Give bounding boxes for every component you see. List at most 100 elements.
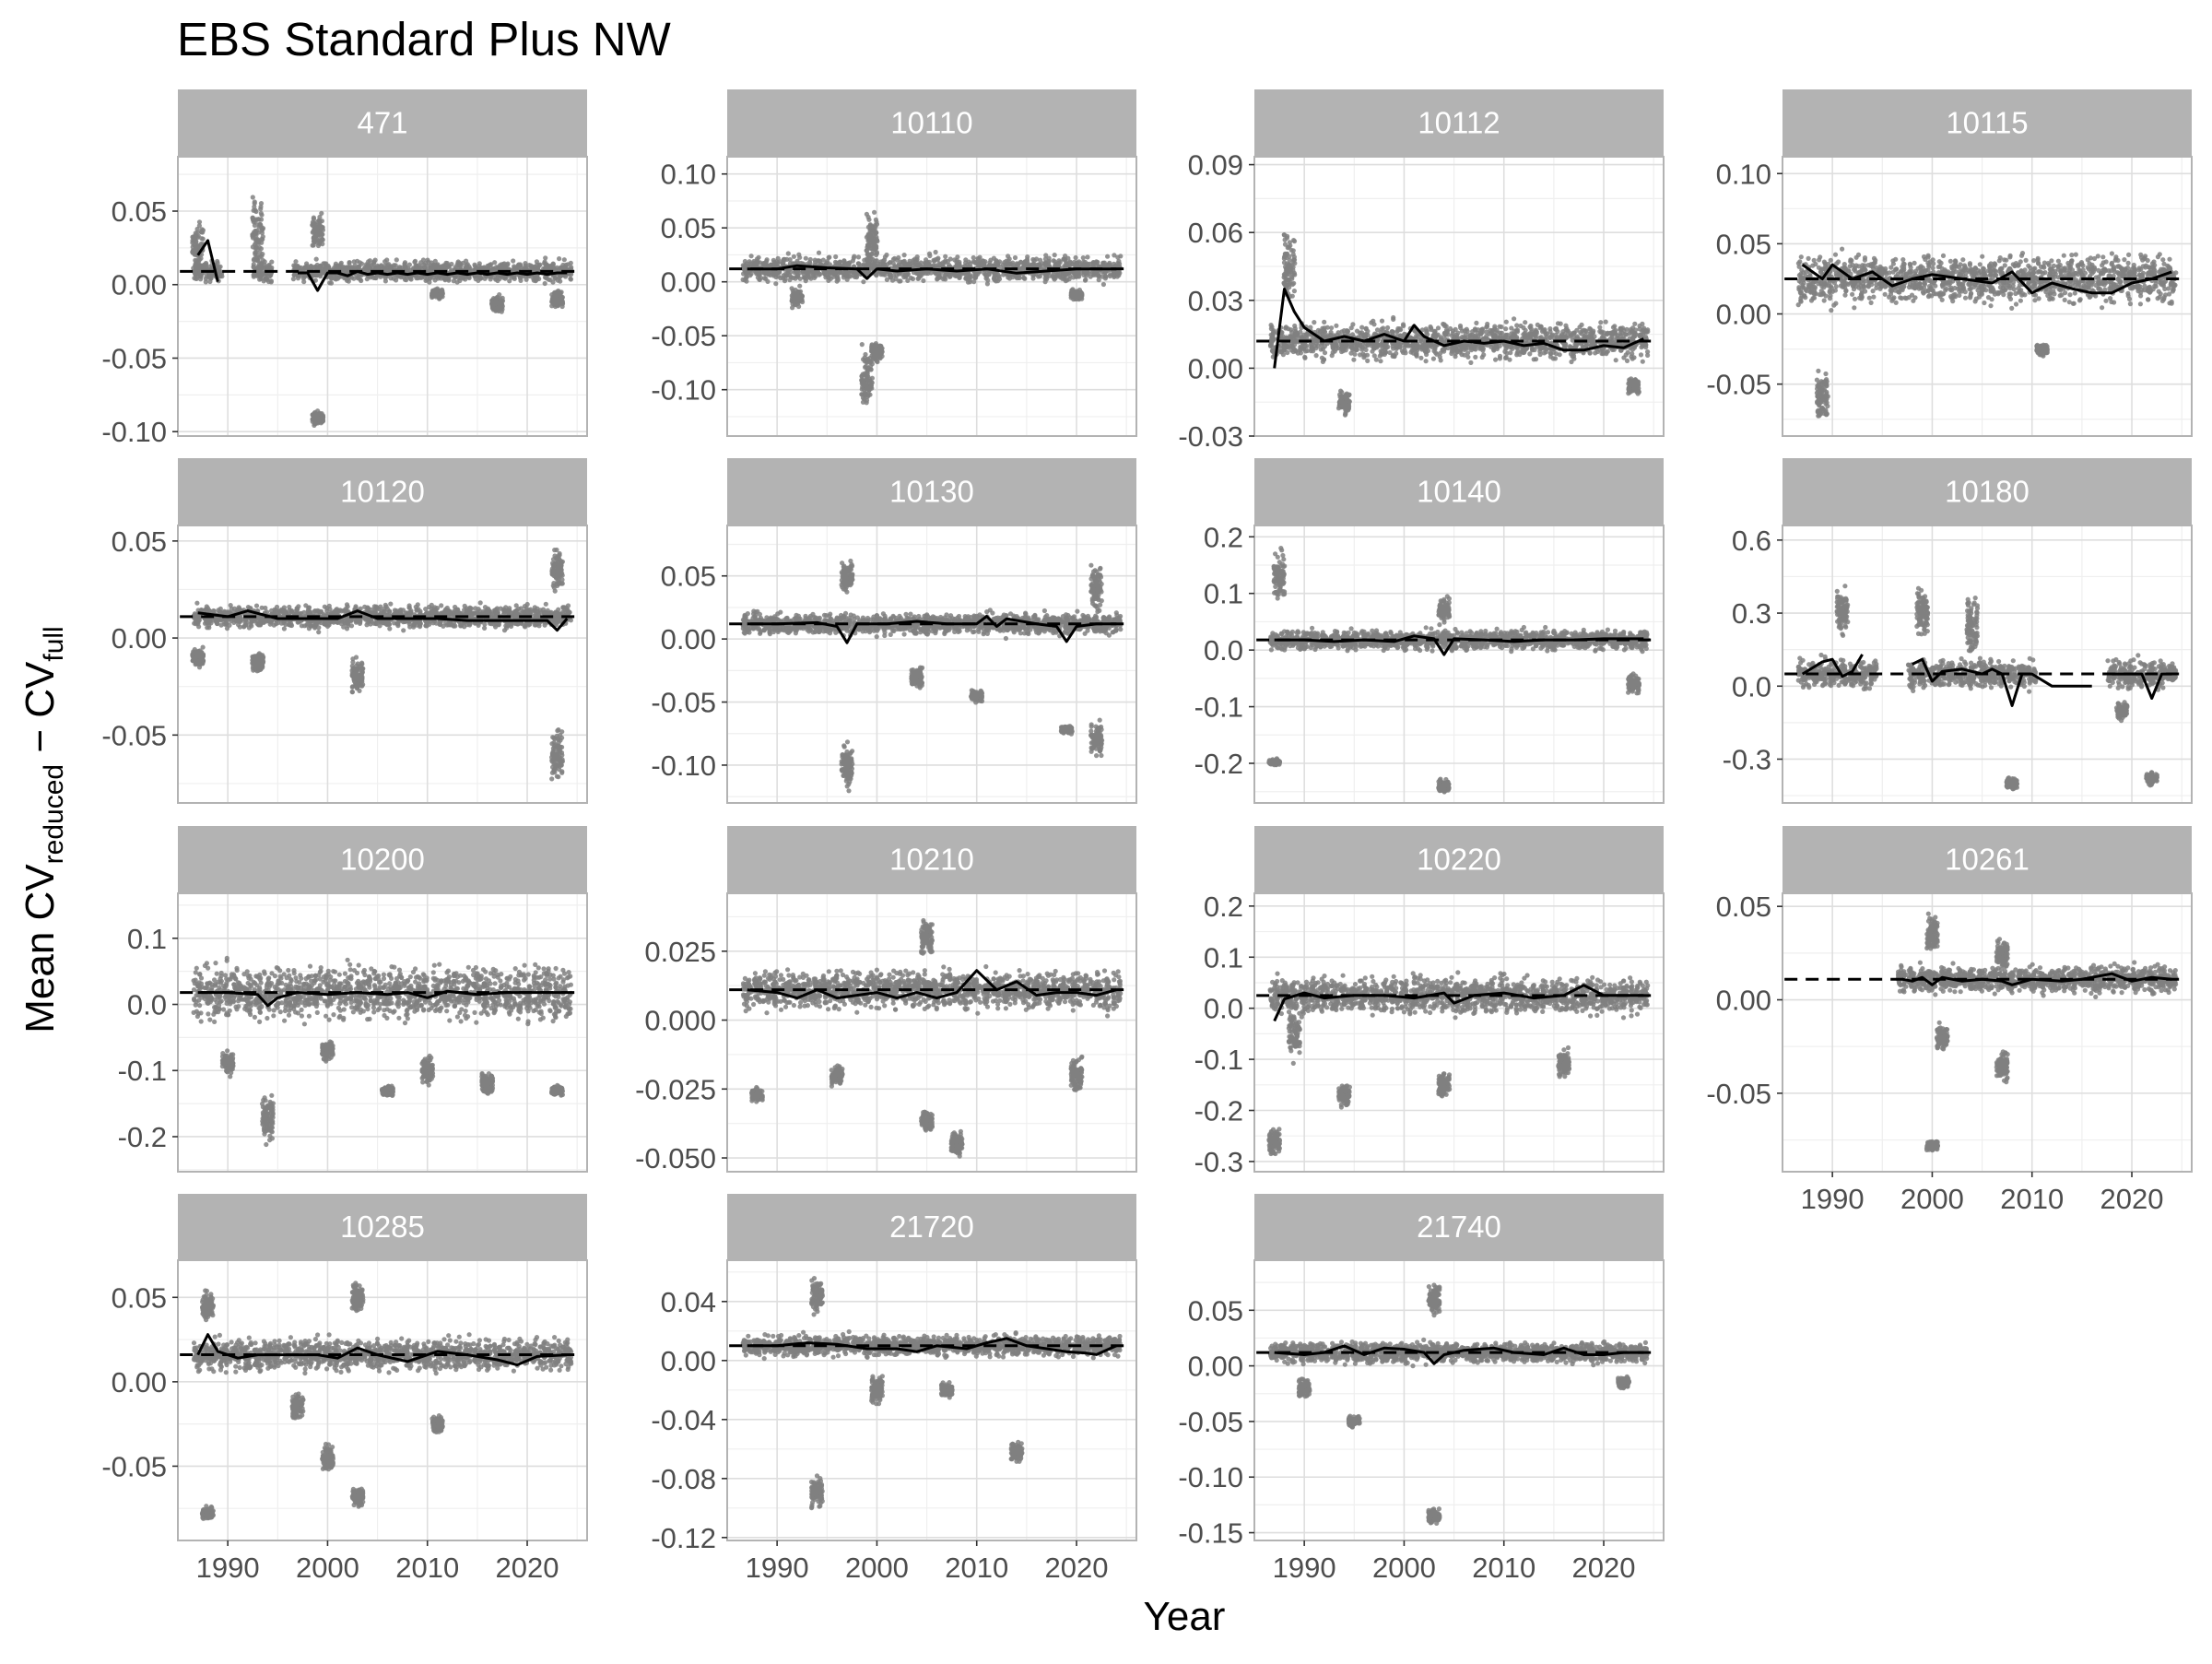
data-point (335, 277, 340, 281)
data-point (936, 275, 941, 279)
data-point (866, 215, 871, 219)
data-point (870, 381, 875, 385)
data-point (1350, 332, 1355, 336)
data-point (435, 264, 440, 268)
data-point (874, 358, 878, 362)
data-point (543, 281, 547, 286)
data-point (1553, 356, 1558, 360)
data-point (762, 270, 767, 275)
data-point (1508, 345, 1512, 349)
data-point (204, 279, 208, 284)
data-point (747, 273, 752, 277)
data-point (1071, 275, 1076, 279)
data-point (1271, 336, 1276, 340)
data-point (260, 228, 265, 232)
facet-panel-10112: 10112-0.030.000.030.060.09 (1178, 89, 1664, 453)
y-tick-label: -0.05 (101, 342, 167, 374)
data-point (1378, 359, 1382, 363)
data-point (794, 302, 798, 307)
data-point (557, 297, 561, 301)
data-point (1534, 357, 1538, 361)
data-point (865, 233, 870, 238)
data-point (905, 278, 910, 283)
data-point (407, 263, 412, 267)
data-point (1362, 353, 1367, 358)
data-point (550, 280, 555, 285)
data-point (1101, 282, 1106, 287)
data-point (1105, 254, 1110, 259)
data-point (874, 219, 878, 224)
data-point (253, 233, 258, 238)
data-point (865, 393, 870, 397)
data-point (798, 289, 803, 294)
data-point (966, 280, 971, 285)
data-point (557, 256, 561, 261)
data-point (1517, 352, 1522, 357)
data-point (861, 378, 865, 383)
data-point (488, 263, 492, 267)
data-point (1288, 327, 1293, 332)
data-point (207, 275, 212, 279)
data-point (873, 247, 877, 252)
data-point (881, 259, 886, 264)
data-point (269, 266, 274, 270)
data-point (845, 261, 850, 266)
data-point (366, 262, 371, 266)
data-point (1271, 330, 1276, 335)
data-point (423, 278, 428, 283)
data-point (259, 237, 264, 242)
data-point (512, 266, 516, 270)
data-point (1310, 345, 1314, 349)
data-point (1052, 258, 1056, 263)
data-point (865, 369, 869, 373)
data-point (314, 415, 319, 419)
data-point (1390, 329, 1394, 334)
data-point (963, 257, 968, 262)
data-point (329, 281, 334, 286)
data-point (1460, 352, 1465, 357)
data-point (1474, 321, 1478, 325)
data-point (1512, 316, 1516, 321)
data-point (792, 296, 796, 301)
data-point (1524, 328, 1528, 333)
data-point (1051, 274, 1055, 278)
data-point (442, 277, 447, 282)
data-point (1100, 275, 1105, 279)
data-point (321, 225, 325, 230)
data-point (823, 275, 828, 279)
chart-title: EBS Standard Plus NW (177, 13, 671, 65)
data-point (1334, 347, 1338, 351)
data-point (817, 251, 821, 255)
data-point (551, 262, 556, 266)
data-point (304, 261, 309, 266)
data-point (1097, 277, 1101, 282)
data-point (253, 251, 257, 255)
data-point (1053, 253, 1057, 257)
data-point (856, 254, 861, 259)
data-point (1473, 326, 1477, 331)
data-point (812, 276, 817, 280)
data-point (1480, 326, 1485, 331)
data-point (311, 243, 315, 248)
data-point (1547, 326, 1552, 331)
data-point (1402, 345, 1406, 349)
data-point (1470, 344, 1475, 348)
data-point (315, 228, 320, 232)
data-point (873, 224, 877, 229)
data-point (1030, 263, 1035, 267)
data-point (477, 261, 482, 266)
data-point (1418, 344, 1423, 348)
data-point (265, 277, 269, 281)
data-point (1391, 346, 1395, 350)
data-point (868, 364, 873, 369)
data-point (1063, 254, 1067, 258)
data-point (1414, 352, 1418, 357)
data-point (358, 260, 362, 265)
data-point (934, 250, 938, 254)
data-point (499, 302, 503, 307)
data-point (916, 276, 921, 280)
data-point (1291, 349, 1296, 354)
data-point (1330, 353, 1335, 358)
